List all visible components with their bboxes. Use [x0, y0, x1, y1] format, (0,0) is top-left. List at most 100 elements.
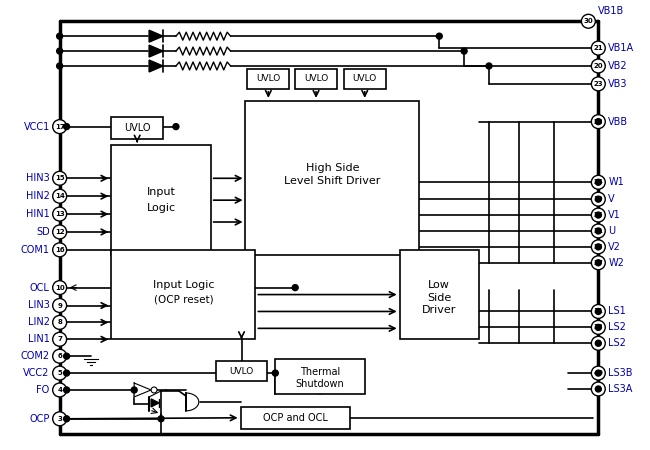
- Text: 2: 2: [596, 340, 601, 346]
- Text: 20: 20: [593, 63, 603, 69]
- Text: Low: Low: [428, 279, 450, 290]
- Text: 21: 21: [593, 45, 603, 51]
- Circle shape: [595, 179, 601, 185]
- Text: VCC1: VCC1: [23, 122, 49, 131]
- Polygon shape: [134, 383, 151, 397]
- Circle shape: [595, 386, 601, 392]
- Text: V: V: [608, 194, 615, 204]
- Text: Thermal: Thermal: [300, 367, 340, 377]
- Circle shape: [53, 281, 66, 295]
- Circle shape: [592, 256, 605, 270]
- Text: Input: Input: [147, 187, 176, 197]
- Circle shape: [595, 324, 601, 330]
- Text: Driver: Driver: [422, 306, 456, 315]
- Circle shape: [592, 208, 605, 222]
- Text: VB1B: VB1B: [598, 6, 625, 16]
- Circle shape: [272, 370, 278, 376]
- Text: Logic: Logic: [146, 203, 176, 213]
- Circle shape: [595, 212, 601, 218]
- Text: COM1: COM1: [21, 245, 49, 255]
- Circle shape: [595, 260, 601, 266]
- Bar: [246, 101, 419, 255]
- Text: HIN2: HIN2: [26, 191, 49, 201]
- Text: 23: 23: [593, 81, 603, 87]
- Circle shape: [592, 320, 605, 334]
- Circle shape: [64, 370, 70, 376]
- Circle shape: [592, 59, 605, 73]
- Circle shape: [53, 333, 66, 346]
- Circle shape: [53, 207, 66, 221]
- Circle shape: [461, 48, 467, 54]
- Circle shape: [53, 298, 66, 312]
- Polygon shape: [149, 30, 163, 42]
- Text: 24: 24: [593, 179, 603, 185]
- Circle shape: [53, 412, 66, 426]
- Circle shape: [151, 387, 157, 393]
- Text: COM2: COM2: [21, 351, 49, 361]
- Circle shape: [595, 340, 601, 346]
- Polygon shape: [149, 45, 163, 57]
- Text: Shutdown: Shutdown: [296, 378, 344, 388]
- Text: Level Shift Driver: Level Shift Driver: [284, 176, 381, 186]
- Text: UVLO: UVLO: [256, 74, 281, 83]
- Text: UVLO: UVLO: [124, 122, 150, 133]
- Circle shape: [53, 243, 66, 257]
- Circle shape: [592, 115, 605, 129]
- Text: HIN3: HIN3: [26, 173, 49, 183]
- Text: OCL: OCL: [30, 283, 49, 293]
- Text: 40: 40: [593, 370, 603, 376]
- Text: 12: 12: [55, 229, 64, 235]
- Text: OCP: OCP: [29, 414, 49, 424]
- Text: 1: 1: [596, 386, 601, 392]
- Text: VCC2: VCC2: [23, 368, 49, 378]
- Circle shape: [592, 77, 605, 91]
- Text: 5: 5: [57, 370, 62, 376]
- Circle shape: [53, 189, 66, 203]
- Text: LS3B: LS3B: [608, 368, 632, 378]
- Text: 14: 14: [55, 193, 64, 199]
- Text: 30: 30: [584, 18, 593, 24]
- Circle shape: [436, 33, 442, 39]
- Bar: [276, 359, 365, 394]
- Circle shape: [64, 416, 70, 422]
- Circle shape: [592, 366, 605, 380]
- Text: HIN1: HIN1: [26, 209, 49, 219]
- Text: SD: SD: [36, 227, 49, 237]
- Bar: [400, 250, 479, 339]
- Text: V2: V2: [608, 242, 621, 252]
- Text: VBB: VBB: [608, 117, 629, 126]
- Circle shape: [592, 336, 605, 350]
- Circle shape: [595, 119, 601, 125]
- Text: LS1: LS1: [608, 306, 626, 316]
- Text: LIN1: LIN1: [28, 334, 49, 344]
- Text: FO: FO: [36, 385, 49, 395]
- Text: (OCP reset): (OCP reset): [153, 295, 213, 305]
- Circle shape: [53, 171, 66, 185]
- Text: 11: 11: [593, 308, 603, 315]
- Circle shape: [292, 285, 298, 291]
- Circle shape: [64, 353, 70, 359]
- Text: 10: 10: [55, 284, 64, 291]
- Circle shape: [581, 14, 595, 28]
- Circle shape: [64, 387, 70, 393]
- Text: 17: 17: [55, 124, 64, 130]
- Text: UVLO: UVLO: [229, 367, 254, 376]
- Polygon shape: [151, 399, 159, 407]
- Circle shape: [595, 244, 601, 250]
- Circle shape: [592, 224, 605, 238]
- Text: V1: V1: [608, 210, 621, 220]
- Polygon shape: [149, 60, 163, 72]
- Text: 4: 4: [57, 387, 62, 393]
- Circle shape: [53, 120, 66, 134]
- Circle shape: [64, 124, 70, 130]
- Text: VB2: VB2: [608, 61, 628, 71]
- Bar: [248, 69, 289, 89]
- Circle shape: [595, 228, 601, 234]
- Circle shape: [595, 196, 601, 202]
- Circle shape: [592, 176, 605, 189]
- Text: Side: Side: [427, 292, 451, 302]
- Text: 7: 7: [57, 336, 62, 342]
- Circle shape: [173, 124, 179, 130]
- Bar: [111, 250, 255, 339]
- Text: OCP and OCL: OCP and OCL: [263, 413, 328, 423]
